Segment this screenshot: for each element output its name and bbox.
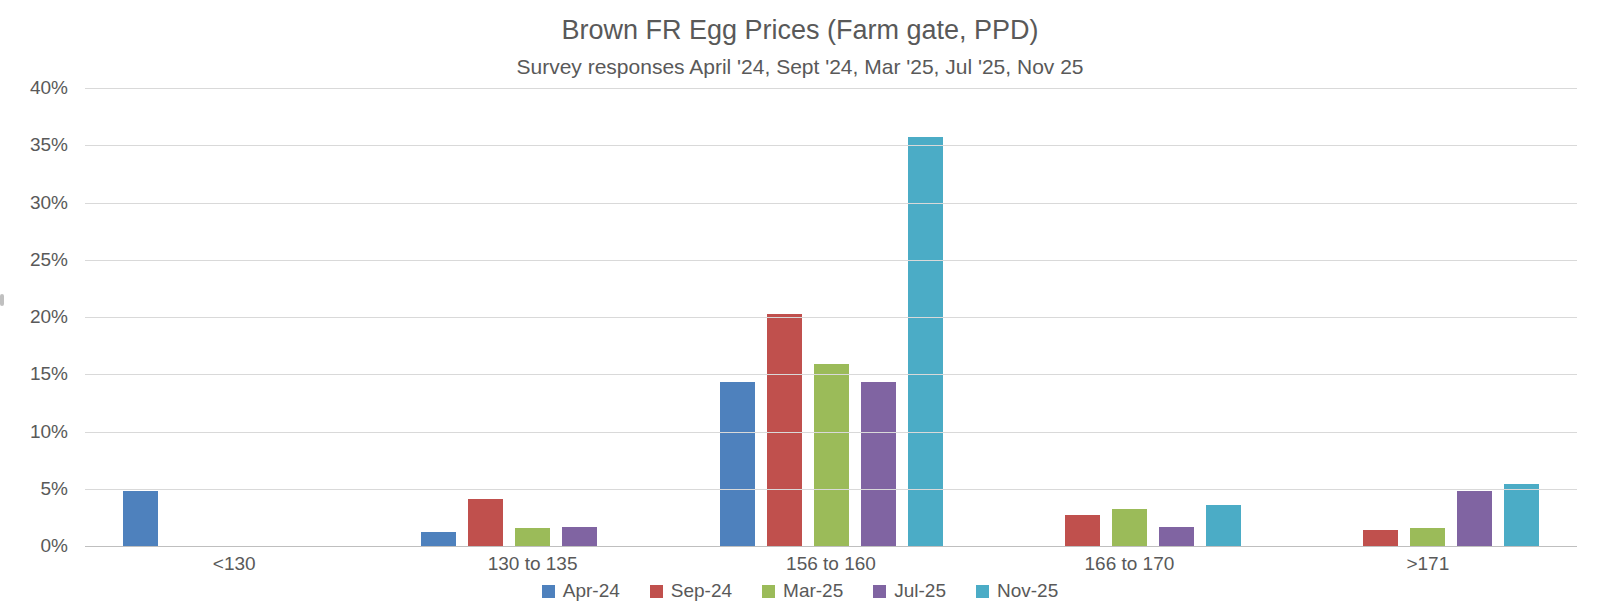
y-tick-label-40: 40% bbox=[0, 77, 68, 99]
gridline-30 bbox=[85, 203, 1577, 204]
bar-nov-25-cat2[interactable] bbox=[908, 137, 943, 546]
bar-mar-25-cat3[interactable] bbox=[1112, 509, 1147, 546]
bar-jul-25-cat2[interactable] bbox=[861, 382, 896, 546]
bar-sep-24-cat4[interactable] bbox=[1363, 530, 1398, 546]
legend-swatch-icon bbox=[873, 585, 886, 598]
y-tick-label-5: 5% bbox=[0, 478, 68, 500]
y-tick-label-25: 25% bbox=[0, 249, 68, 271]
bar-mar-25-cat1[interactable] bbox=[515, 528, 550, 546]
gridline-25 bbox=[85, 260, 1577, 261]
bar-jul-25-cat4[interactable] bbox=[1457, 491, 1492, 546]
chart-subtitle: Survey responses April '24, Sept '24, Ma… bbox=[0, 54, 1600, 80]
gridline-10 bbox=[85, 432, 1577, 433]
plot-area bbox=[85, 88, 1577, 546]
y-axis-title-fragment bbox=[0, 294, 4, 306]
legend: Apr-24 Sep-24 Mar-25 Jul-25 Nov-25 bbox=[0, 579, 1600, 603]
bar-nov-25-cat4[interactable] bbox=[1504, 484, 1539, 546]
gridline-35 bbox=[85, 145, 1577, 146]
gridline-15 bbox=[85, 374, 1577, 375]
legend-swatch-icon bbox=[976, 585, 989, 598]
chart-title: Brown FR Egg Prices (Farm gate, PPD) bbox=[0, 14, 1600, 46]
legend-label: Sep-24 bbox=[671, 579, 732, 603]
x-category-label-2: 156 to 160 bbox=[682, 552, 980, 576]
legend-item-sep-24[interactable]: Sep-24 bbox=[650, 579, 732, 603]
y-tick-label-35: 35% bbox=[0, 134, 68, 156]
legend-item-nov-25[interactable]: Nov-25 bbox=[976, 579, 1058, 603]
x-category-label-3: 166 to 170 bbox=[980, 552, 1278, 576]
x-category-label-0: <130 bbox=[85, 552, 383, 576]
bar-apr-24-cat0[interactable] bbox=[123, 491, 158, 546]
bar-mar-25-cat4[interactable] bbox=[1410, 528, 1445, 546]
bar-sep-24-cat1[interactable] bbox=[468, 499, 503, 546]
bar-sep-24-cat2[interactable] bbox=[767, 314, 802, 546]
bar-jul-25-cat3[interactable] bbox=[1159, 527, 1194, 546]
gridline-20 bbox=[85, 317, 1577, 318]
bar-apr-24-cat1[interactable] bbox=[421, 532, 456, 546]
legend-label: Mar-25 bbox=[783, 579, 843, 603]
x-axis-line bbox=[85, 546, 1577, 547]
legend-swatch-icon bbox=[542, 585, 555, 598]
legend-item-jul-25[interactable]: Jul-25 bbox=[873, 579, 946, 603]
bar-jul-25-cat1[interactable] bbox=[562, 527, 597, 546]
bar-mar-25-cat2[interactable] bbox=[814, 364, 849, 546]
legend-label: Nov-25 bbox=[997, 579, 1058, 603]
bar-nov-25-cat3[interactable] bbox=[1206, 505, 1241, 546]
bar-sep-24-cat3[interactable] bbox=[1065, 515, 1100, 546]
x-category-label-4: >171 bbox=[1279, 552, 1577, 576]
gridline-40 bbox=[85, 88, 1577, 89]
y-tick-label-15: 15% bbox=[0, 363, 68, 385]
legend-label: Jul-25 bbox=[894, 579, 946, 603]
legend-item-mar-25[interactable]: Mar-25 bbox=[762, 579, 843, 603]
x-category-label-1: 130 to 135 bbox=[383, 552, 681, 576]
legend-item-apr-24[interactable]: Apr-24 bbox=[542, 579, 620, 603]
gridline-5 bbox=[85, 489, 1577, 490]
bar-apr-24-cat2[interactable] bbox=[720, 382, 755, 546]
legend-swatch-icon bbox=[650, 585, 663, 598]
y-tick-label-10: 10% bbox=[0, 421, 68, 443]
y-tick-label-0: 0% bbox=[0, 535, 68, 557]
x-axis-labels: <130130 to 135156 to 160166 to 170>171 bbox=[85, 552, 1577, 576]
y-tick-label-20: 20% bbox=[0, 306, 68, 328]
legend-label: Apr-24 bbox=[563, 579, 620, 603]
y-tick-label-30: 30% bbox=[0, 192, 68, 214]
legend-swatch-icon bbox=[762, 585, 775, 598]
